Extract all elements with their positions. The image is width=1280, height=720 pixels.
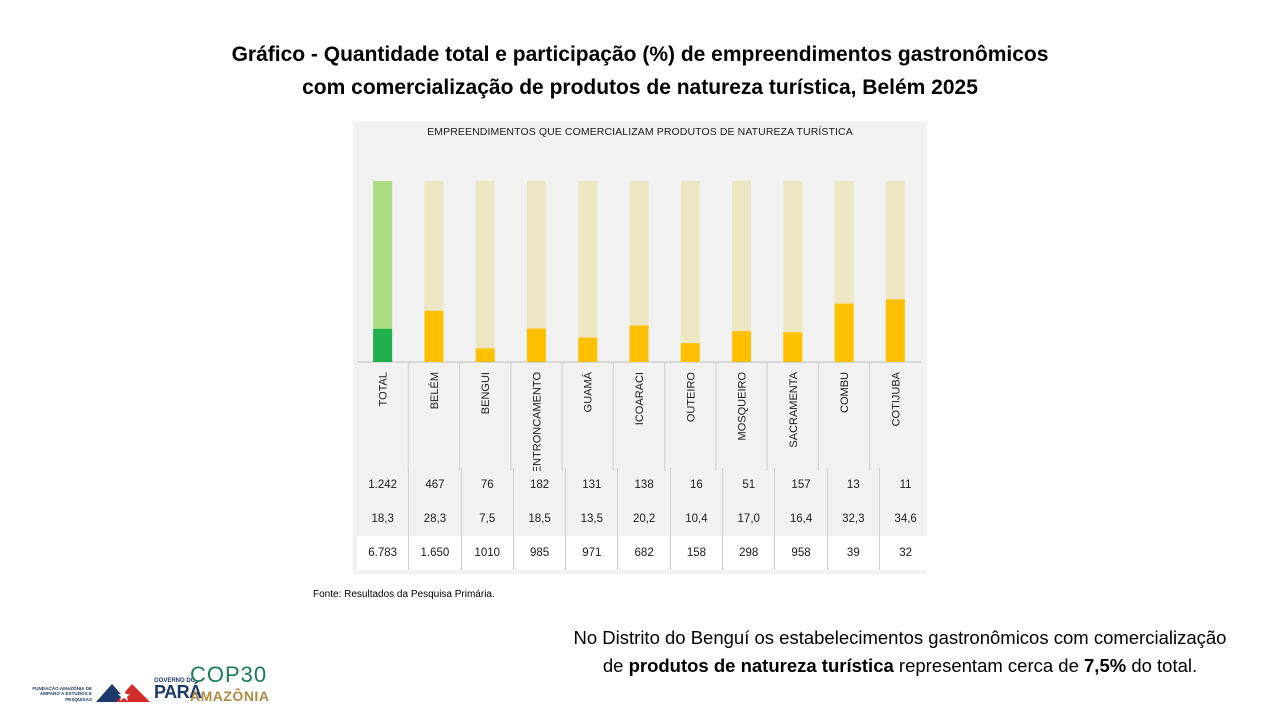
note-text: representam cerca de	[893, 655, 1085, 676]
x-tick-label: TOTAL	[378, 372, 390, 406]
table-cell: 298	[722, 536, 775, 570]
table-cell: 18,5	[512, 502, 566, 536]
table-row: 1.242 467 76 182 131 138 16 51 157 13 11	[357, 468, 932, 502]
table-cell: 13,5	[565, 502, 618, 536]
table-cell: 16	[669, 468, 723, 502]
table-cell: 1.650	[408, 536, 462, 570]
bar-chart: TOTAL BELÉM BENGUI ENTRONCAMENTO GUAMÁ ICOARA…	[357, 181, 921, 471]
table-cell: 138	[617, 468, 671, 502]
table-cell: 682	[617, 536, 671, 570]
bar-remainder	[680, 181, 700, 362]
x-tick-label: OUTEIRO	[685, 372, 697, 423]
note-line1: No Distrito do Benguí os estabelecimento…	[573, 627, 1227, 648]
x-tick-label: COMBU	[839, 372, 851, 413]
x-tick-label: GUAMÁ	[582, 371, 595, 412]
table-cell: 13	[826, 468, 880, 502]
footer-logos: FUNDAÇÃO AMAZÔNIA DE AMPARO A ESTUDOS E …	[28, 658, 278, 718]
table-cell: 467	[408, 468, 462, 502]
table-cell: 17,0	[722, 502, 775, 536]
table-cell: 958	[774, 536, 828, 570]
note-text: do total.	[1126, 655, 1198, 676]
table-cell: 20,2	[617, 502, 671, 536]
page-title-line1: Gráfico - Quantidade total e participaçã…	[231, 43, 1049, 66]
page-title-line2: com comercialização de produtos de natur…	[302, 76, 978, 99]
table-cell: 10,4	[669, 502, 723, 536]
bar-belém	[424, 310, 444, 362]
x-tick-label: MOSQUEIRO	[737, 372, 749, 441]
x-tick-label: SACRAMENTA	[788, 371, 800, 447]
x-tick-label: BENGUI	[480, 372, 492, 414]
table-cell: 39	[826, 536, 880, 570]
table-cell: 131	[565, 468, 618, 502]
bar-remainder	[526, 181, 546, 362]
table-cell: 32	[878, 536, 932, 570]
table-cell: 51	[722, 468, 775, 502]
bar-remainder	[783, 181, 803, 362]
x-tick-label: BELÉM	[428, 372, 441, 409]
table-cell: 971	[565, 536, 618, 570]
cop30-wordmark: COP30	[190, 662, 268, 687]
table-cell: 18,3	[371, 513, 394, 525]
bar-icoaraci	[629, 325, 649, 362]
table-row: 6.783 1.650 1010 985 971 682 158 298 958 39 32	[357, 536, 932, 570]
page-title: Gráfico - Quantidade total e participaçã…	[0, 38, 1280, 104]
table-cell: 32,3	[826, 502, 880, 536]
source-note: Fonte: Resultados da Pesquisa Primária.	[313, 589, 495, 600]
table-cell: 76	[460, 468, 514, 502]
bar-cotijuba	[885, 299, 905, 362]
table-cell: 182	[512, 468, 566, 502]
bar-remainder	[732, 181, 752, 362]
table-cell: 34,6	[878, 502, 932, 536]
table-cell: 7,5	[460, 502, 514, 536]
bar-guamá	[578, 337, 598, 362]
bar-bengui	[475, 348, 495, 362]
amazonia-wordmark: AMAZÔNIA	[190, 688, 270, 704]
data-table: 1.242 467 76 182 131 138 16 51 157 13 11 18,3 28,3 7,…	[357, 468, 932, 570]
para-flag-icon	[96, 684, 150, 702]
summary-note: No Distrito do Benguí os estabelecimento…	[520, 624, 1280, 680]
table-row: 18,3 28,3 7,5 18,5 13,5 20,2 10,4 17,0 16,4 32,3 3…	[357, 502, 932, 536]
table-cell: 1010	[460, 536, 514, 570]
bar-outeiro	[680, 343, 700, 362]
x-tick-label: ENTRONCAMENTO	[531, 372, 543, 471]
bar-remainder	[373, 181, 393, 362]
bar-entroncamento	[526, 328, 546, 362]
bar-remainder	[629, 181, 649, 362]
table-cell: 28,3	[408, 502, 462, 536]
bar-total	[373, 328, 393, 362]
table-cell: 158	[669, 536, 723, 570]
bar-remainder	[578, 181, 598, 362]
bar-combu	[834, 303, 854, 362]
governo-label: GOVERNO DO	[154, 678, 196, 684]
table-cell: 157	[774, 468, 828, 502]
x-tick-label: COTIJUBA	[890, 371, 902, 426]
note-bold-percent: 7,5%	[1084, 655, 1127, 676]
note-text: de	[602, 655, 629, 676]
table-cell: 1.242	[368, 479, 398, 491]
table-cell: 16,4	[774, 502, 828, 536]
bar-sacramenta	[783, 332, 803, 362]
table-cell: 985	[512, 536, 566, 570]
chart-title: EMPREENDIMENTOS QUE COMERCIALIZAM PRODUT…	[427, 126, 853, 138]
note-bold-phrase: produtos de natureza turística	[628, 655, 894, 676]
fapespa-logo: FUNDAÇÃO AMAZÔNIA DE AMPARO A ESTUDOS E …	[32, 686, 92, 702]
note-line2: de produtos de natureza turística repres…	[520, 652, 1280, 680]
bar-mosqueiro	[732, 331, 752, 362]
cop30-logo: COP30 AMAZÔNIA	[190, 660, 272, 716]
x-tick-label: ICOARACI	[634, 372, 646, 425]
table-cell: 6.783	[357, 536, 409, 570]
bar-remainder	[475, 181, 495, 362]
table-cell: 11	[878, 468, 932, 502]
para-wordmark: PARÁ	[154, 682, 202, 702]
